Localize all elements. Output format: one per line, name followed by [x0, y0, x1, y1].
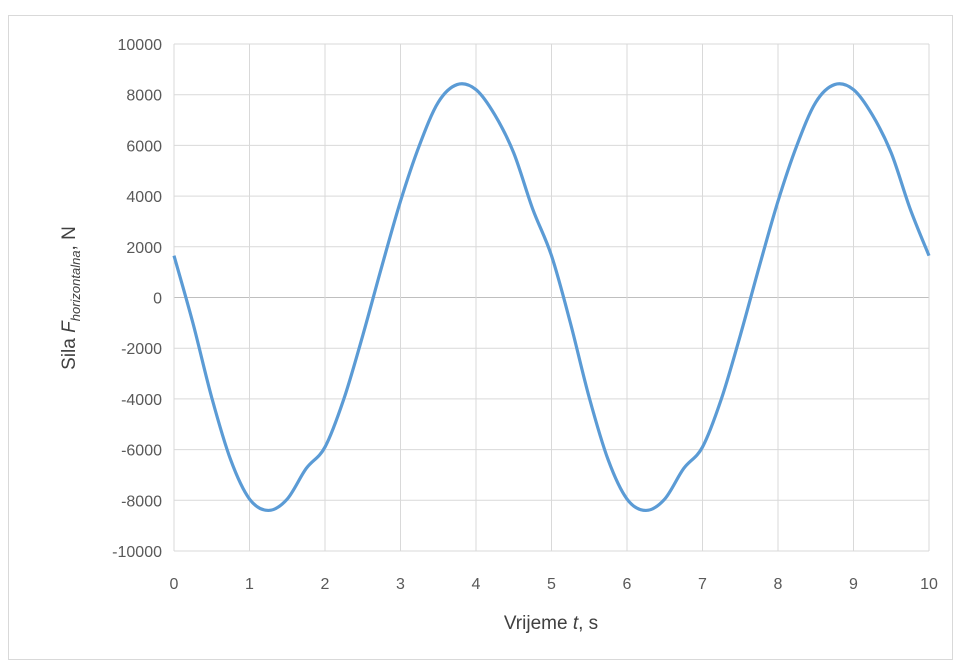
y-tick-label: -4000 [121, 392, 162, 409]
chart-area [8, 15, 953, 660]
y-tick-labels: 10000 8000 6000 4000 2000 0 -2000 -4000 -6000 -80… [112, 37, 162, 561]
x-tick-labels: 0 1 2 3 4 5 6 7 8 9 10 [170, 576, 938, 593]
x-tick-label: 4 [472, 576, 481, 593]
x-axis-title: Vrijeme t, s [504, 613, 598, 634]
y-axis-title: Sila Fhorizontalna, N [59, 226, 83, 370]
y-tick-label: 4000 [126, 189, 162, 206]
y-tick-label: 8000 [126, 88, 162, 105]
x-tick-label: 9 [849, 576, 858, 593]
gridlines [173, 43, 930, 552]
x-tick-label: 7 [698, 576, 707, 593]
y-tick-label: 6000 [126, 138, 162, 155]
x-tick-label: 8 [774, 576, 783, 593]
y-tick-label: -6000 [121, 443, 162, 460]
y-tick-label: 2000 [126, 240, 162, 257]
x-tick-label: 2 [321, 576, 330, 593]
series-layer [172, 82, 931, 513]
x-tick-label: 6 [623, 576, 632, 593]
series-line [172, 82, 931, 513]
x-tick-label: 0 [170, 576, 179, 593]
x-tick-label: 1 [245, 576, 254, 593]
x-tick-label: 10 [920, 576, 938, 593]
x-tick-label: 3 [396, 576, 405, 593]
y-tick-label: -10000 [112, 544, 162, 561]
y-tick-label: -2000 [121, 341, 162, 358]
y-tick-label: -8000 [121, 493, 162, 510]
x-tick-label: 5 [547, 576, 556, 593]
y-tick-label: 10000 [118, 37, 163, 54]
y-tick-label: 0 [153, 291, 162, 308]
